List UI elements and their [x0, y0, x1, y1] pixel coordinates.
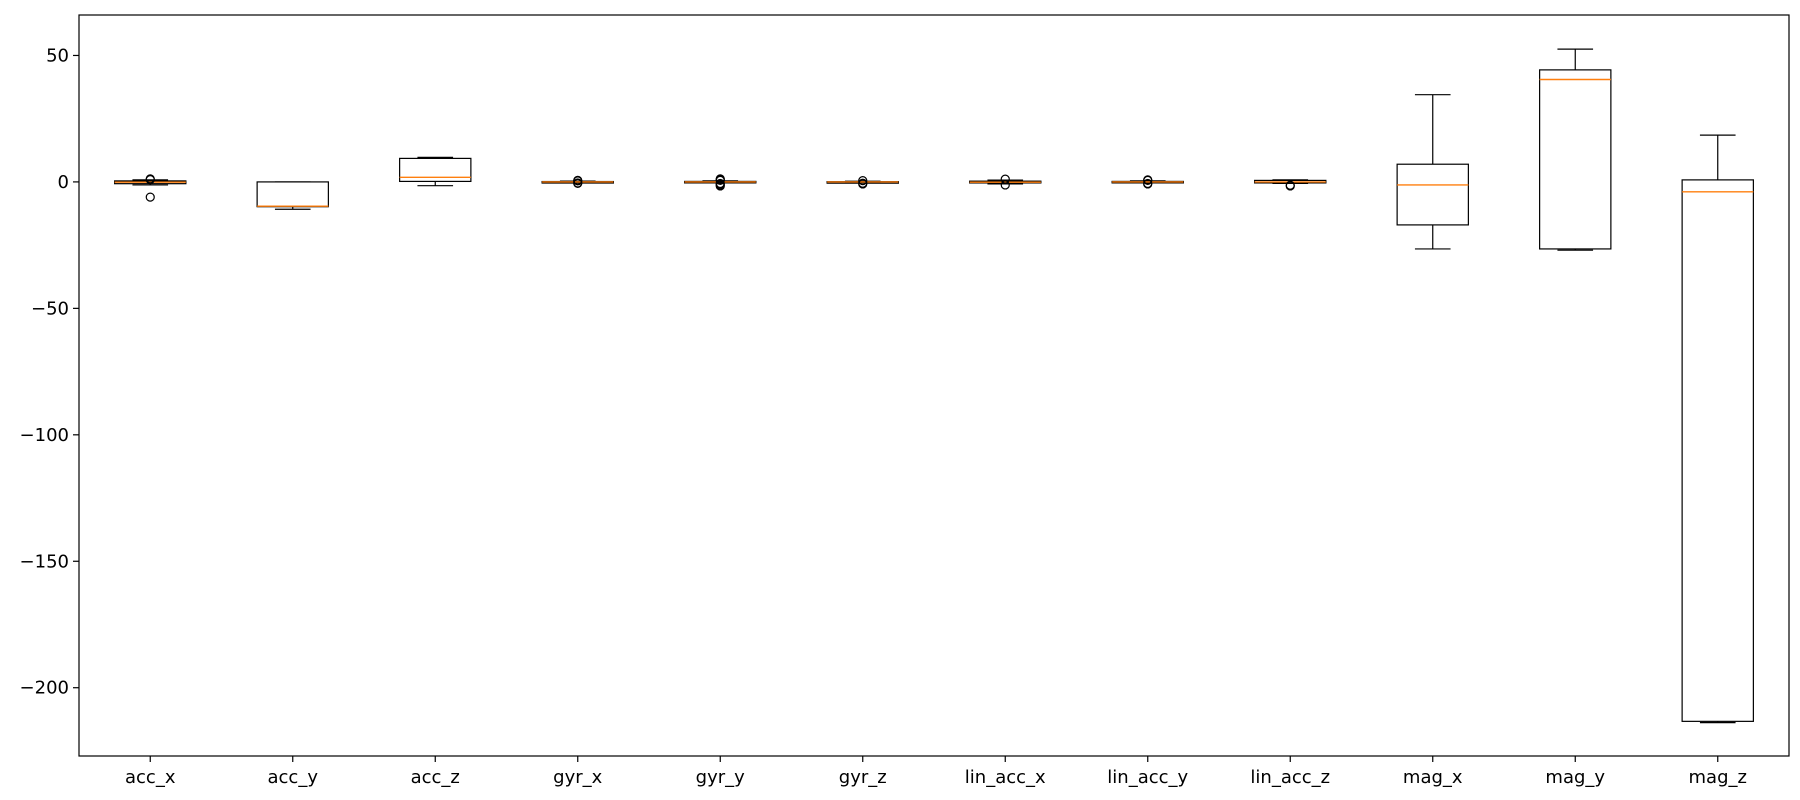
box-mag_x [1396, 163, 1469, 226]
outlier-point [1000, 180, 1010, 190]
x-tick-label: lin_acc_y [1107, 767, 1188, 788]
outlier-point [573, 178, 583, 188]
outlier-point [1143, 175, 1153, 185]
x-tick-label: mag_x [1403, 767, 1463, 788]
box-acc_y [256, 181, 329, 208]
box-mag_z [1681, 179, 1754, 722]
x-tick-label: acc_x [125, 767, 176, 788]
y-tick-label: −200 [20, 678, 69, 699]
outlier-point [145, 192, 155, 202]
outlier-point [1143, 178, 1153, 189]
outlier-point [1000, 174, 1010, 184]
x-tick-label: acc_z [411, 767, 460, 788]
outlier-point [1285, 181, 1295, 191]
outlier-point [715, 175, 725, 185]
y-tick-label: −50 [31, 298, 69, 319]
x-tick-label: lin_acc_z [1250, 767, 1330, 788]
x-tick-label: gyr_y [696, 767, 745, 788]
x-tick-label: gyr_x [553, 767, 602, 788]
outlier-point [715, 181, 725, 191]
box-acc_z [399, 157, 472, 183]
y-tick-label: 50 [46, 45, 69, 66]
x-tick-label: mag_z [1689, 767, 1747, 788]
y-tick-label: 0 [58, 172, 69, 193]
plot-area: 50 0 −50 −100 −150 −200 acc_x acc_y acc_z gyr_x gy… [20, 45, 1754, 788]
box-mag_y [1539, 69, 1612, 250]
outlier-point [858, 179, 868, 189]
outlier-point [145, 175, 155, 185]
x-tick-label: acc_y [268, 767, 319, 788]
y-tick-label: −100 [20, 425, 69, 446]
y-tick-label: −150 [20, 551, 69, 572]
x-tick-label: lin_acc_x [965, 767, 1046, 788]
axes-frame [78, 14, 1790, 757]
x-tick-label: gyr_z [839, 767, 887, 788]
x-tick-label: mag_y [1545, 767, 1605, 788]
outlier-point [858, 176, 868, 186]
